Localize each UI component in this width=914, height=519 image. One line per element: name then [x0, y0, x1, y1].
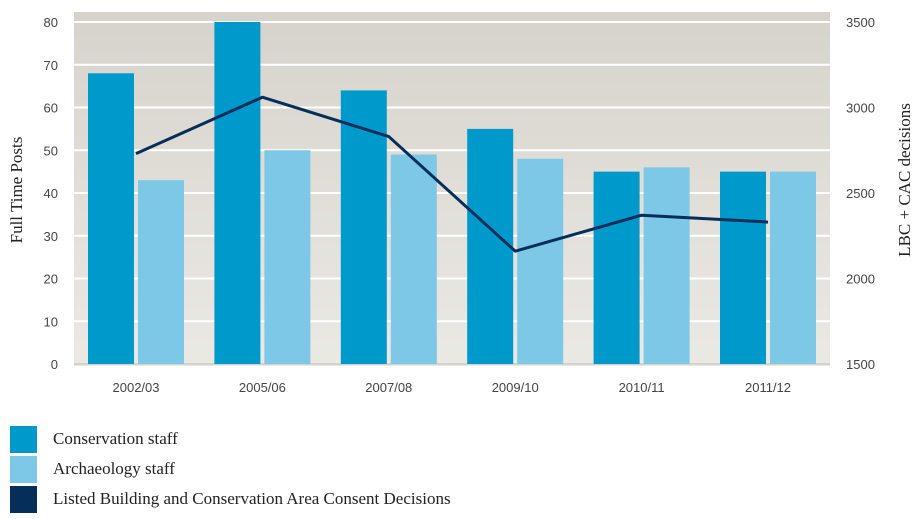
- legend: Conservation staff Archaeology staff Lis…: [10, 424, 451, 514]
- legend-swatch-decisions: [10, 486, 37, 513]
- bar-conservation: [467, 129, 513, 364]
- y-tick-label: 80: [44, 15, 58, 30]
- y2-tick-label: 2000: [846, 272, 875, 287]
- x-tick-label: 2009/10: [492, 380, 539, 395]
- x-tick-label: 2011/12: [745, 380, 791, 395]
- y-tick-label: 70: [44, 58, 58, 73]
- legend-item-archaeology: Archaeology staff: [10, 454, 451, 484]
- x-tick-label: 2010/11: [619, 380, 665, 395]
- legend-label-decisions: Listed Building and Conservation Area Co…: [53, 489, 451, 509]
- bar-archaeology: [644, 167, 690, 364]
- y2-tick-label: 2500: [846, 186, 875, 201]
- bar-archaeology: [391, 155, 437, 364]
- x-tick-label: 2005/06: [239, 380, 286, 395]
- legend-item-conservation: Conservation staff: [10, 424, 451, 454]
- bar-archaeology: [264, 150, 310, 364]
- bar-conservation: [341, 90, 387, 364]
- y-axis-title: Full Time Posts: [7, 137, 26, 244]
- chart: 0 10 20 30 40 50 60 70 80 1500 2000 2500 3000 3500 200…: [0, 0, 914, 420]
- y2-tick-label: 1500: [846, 357, 875, 372]
- y-tick-label: 0: [51, 357, 58, 372]
- bar-archaeology: [138, 180, 184, 364]
- x-tick-label: 2002/03: [113, 380, 160, 395]
- y2-tick-label: 3000: [846, 101, 875, 116]
- y-tick-label: 40: [44, 186, 58, 201]
- bar-conservation: [88, 73, 134, 364]
- legend-label-archaeology: Archaeology staff: [53, 459, 175, 479]
- x-tick-label: 2007/08: [365, 380, 412, 395]
- bar-archaeology: [517, 159, 563, 364]
- bar-conservation: [214, 22, 260, 364]
- y-tick-label: 10: [44, 314, 58, 329]
- legend-swatch-archaeology: [10, 456, 37, 483]
- y2-tick-label: 3500: [846, 15, 875, 30]
- legend-item-decisions: Listed Building and Conservation Area Co…: [10, 484, 451, 514]
- y-tick-label: 20: [44, 272, 58, 287]
- legend-swatch-conservation: [10, 426, 37, 453]
- y-tick-label: 30: [44, 229, 58, 244]
- legend-label-conservation: Conservation staff: [53, 429, 178, 449]
- y-tick-label: 50: [44, 143, 58, 158]
- bar-conservation: [594, 172, 640, 364]
- bar-conservation: [720, 172, 766, 364]
- y-tick-label: 60: [44, 101, 58, 116]
- bar-archaeology: [770, 172, 816, 364]
- y2-axis-title: LBC + CAC decisions: [895, 103, 914, 257]
